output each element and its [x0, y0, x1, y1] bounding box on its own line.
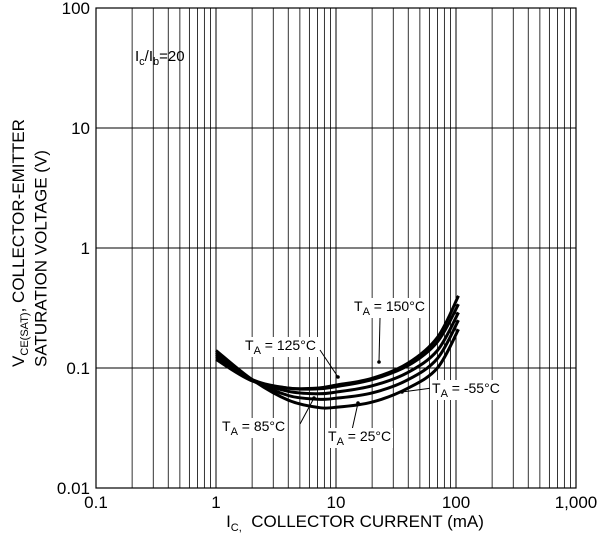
y-tick-label: 100: [62, 0, 90, 18]
series-label-125c: TA = 125°C: [243, 337, 318, 357]
plot-frame: [95, 7, 577, 489]
series-label-25c: TA = 25°C: [326, 428, 394, 448]
x-tick-label: 1: [211, 493, 220, 512]
label-leader: [378, 317, 381, 363]
y-tick-label: 1: [81, 239, 90, 258]
series-label-minus55c: TA = -55°C: [430, 380, 502, 400]
grid: [96, 8, 576, 488]
label-leader-tip: [336, 375, 340, 379]
label-leader-tip: [312, 396, 316, 400]
series-label-150c: TA = 150°C: [352, 298, 427, 318]
label-leader-tip: [377, 360, 381, 364]
label-leader: [351, 402, 359, 431]
label-leader: [299, 397, 315, 425]
x-tick-label: 1,000: [555, 493, 598, 512]
x-tick-label: 10: [327, 493, 346, 512]
label-leader: [401, 387, 433, 393]
x-axis-title: IC, COLLECTOR CURRENT (mA): [226, 512, 484, 534]
label-leader-tip: [356, 401, 360, 405]
y-tick-label: 0.1: [66, 359, 90, 378]
x-tick-label: 0.1: [84, 493, 108, 512]
x-tick-label: 100: [442, 493, 470, 512]
y-tick-label: 10: [71, 119, 90, 138]
series-layer: [215, 295, 460, 431]
label-leader: [319, 349, 339, 378]
series-line-4: [215, 328, 460, 410]
y-tick-label: 0.01: [57, 479, 90, 498]
series-label-85c: TA = 85°C: [220, 418, 288, 438]
current-ratio-annotation: Ic/Ib=20: [135, 48, 185, 68]
label-leader-tip: [400, 390, 404, 394]
